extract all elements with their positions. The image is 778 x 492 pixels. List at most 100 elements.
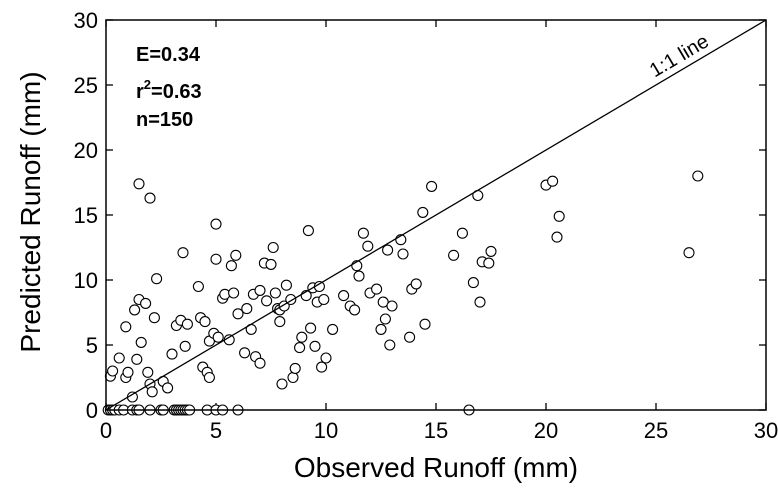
data-point bbox=[261, 295, 273, 307]
y-tick-label: 10 bbox=[74, 268, 98, 293]
one-to-one-line bbox=[105, 19, 767, 411]
x-tick-label: 30 bbox=[754, 418, 778, 443]
data-point bbox=[192, 280, 204, 293]
data-point bbox=[305, 322, 317, 334]
x-tick-label: 0 bbox=[100, 418, 112, 443]
data-point bbox=[144, 192, 156, 204]
data-point bbox=[294, 342, 306, 354]
data-point bbox=[296, 331, 308, 343]
data-point bbox=[349, 304, 361, 316]
data-point bbox=[146, 386, 158, 398]
data-point bbox=[384, 339, 396, 351]
data-point bbox=[386, 300, 398, 312]
data-point bbox=[276, 378, 288, 390]
data-point bbox=[456, 227, 468, 239]
data-point bbox=[179, 340, 191, 352]
data-point bbox=[274, 316, 286, 328]
data-point bbox=[113, 352, 125, 364]
data-point bbox=[135, 336, 147, 348]
data-point bbox=[375, 323, 387, 335]
y-tick-label: 5 bbox=[86, 333, 98, 358]
data-point bbox=[320, 352, 332, 364]
data-point bbox=[289, 362, 301, 374]
data-point bbox=[203, 371, 215, 384]
data-point bbox=[228, 287, 240, 299]
data-point bbox=[131, 353, 143, 365]
y-axis-title: Predicted Runoff (mm) bbox=[15, 71, 46, 352]
data-point bbox=[483, 257, 495, 269]
data-point bbox=[210, 218, 222, 230]
y-tick-label: 20 bbox=[74, 138, 98, 163]
data-point bbox=[426, 180, 438, 192]
data-point bbox=[162, 382, 174, 394]
y-tick-label: 0 bbox=[86, 398, 98, 423]
data-point bbox=[269, 287, 281, 299]
x-tick-label: 20 bbox=[534, 418, 558, 443]
data-point bbox=[448, 249, 460, 261]
data-point bbox=[362, 240, 374, 252]
data-point bbox=[338, 290, 350, 302]
x-tick-label: 15 bbox=[424, 418, 448, 443]
data-point bbox=[683, 247, 695, 259]
y-tick-label: 30 bbox=[74, 8, 98, 33]
data-point bbox=[485, 245, 497, 257]
data-point bbox=[210, 253, 222, 265]
plot-area-frame bbox=[105, 19, 767, 411]
data-point bbox=[467, 277, 479, 289]
data-point bbox=[148, 312, 160, 324]
data-point bbox=[181, 318, 193, 330]
data-point bbox=[419, 318, 431, 330]
x-tick-label: 5 bbox=[210, 418, 222, 443]
x-axis-title: Observed Runoff (mm) bbox=[294, 452, 578, 483]
data-point bbox=[474, 296, 486, 308]
data-point bbox=[692, 170, 704, 182]
data-point bbox=[382, 244, 394, 256]
data-point bbox=[318, 293, 330, 306]
data-point bbox=[239, 347, 251, 359]
data-point bbox=[122, 366, 134, 378]
y-tick-label: 25 bbox=[74, 73, 98, 98]
data-point bbox=[232, 308, 244, 320]
data-point bbox=[212, 331, 224, 343]
data-point bbox=[241, 303, 253, 315]
data-point bbox=[133, 178, 145, 190]
data-point bbox=[120, 321, 132, 333]
data-point bbox=[254, 284, 266, 296]
data-point bbox=[140, 297, 152, 309]
data-point bbox=[267, 241, 279, 254]
data-point bbox=[265, 258, 277, 270]
data-point bbox=[357, 227, 369, 239]
data-point bbox=[551, 231, 563, 243]
data-point bbox=[397, 248, 409, 260]
data-point bbox=[302, 225, 314, 237]
data-point bbox=[254, 357, 266, 369]
data-point bbox=[142, 366, 154, 378]
x-tick-label: 10 bbox=[314, 418, 338, 443]
efficiency-annotation: E=0.34 bbox=[136, 44, 201, 66]
data-point bbox=[371, 283, 383, 295]
data-point bbox=[129, 304, 141, 316]
data-point bbox=[417, 206, 429, 218]
data-point bbox=[287, 371, 299, 384]
data-point bbox=[107, 365, 119, 377]
one-to-one-line-label: 1:1 line bbox=[646, 30, 713, 82]
data-point bbox=[177, 247, 189, 259]
data-point bbox=[199, 316, 211, 328]
data-point bbox=[166, 348, 178, 360]
r-squared-annotation: r2=0.63 bbox=[136, 77, 202, 103]
data-point bbox=[379, 313, 391, 325]
data-point bbox=[316, 361, 328, 373]
data-point bbox=[309, 340, 321, 352]
data-point bbox=[230, 249, 242, 261]
data-point bbox=[327, 323, 339, 335]
data-point bbox=[151, 273, 163, 285]
data-point bbox=[225, 260, 237, 272]
data-point bbox=[353, 270, 365, 282]
x-tick-label: 25 bbox=[644, 418, 668, 443]
y-axis-ticks: 0 5 10 15 20 25 30 bbox=[74, 8, 766, 423]
data-point bbox=[553, 210, 565, 222]
data-point bbox=[547, 175, 559, 187]
data-point bbox=[404, 331, 416, 343]
data-points bbox=[102, 170, 704, 416]
